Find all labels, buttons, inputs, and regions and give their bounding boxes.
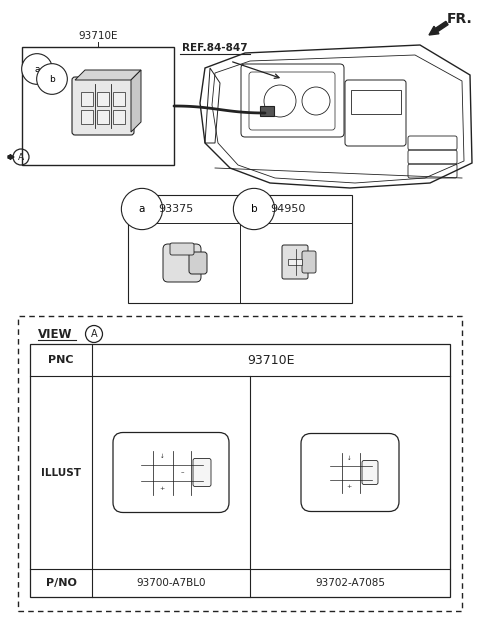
Bar <box>97 92 109 106</box>
Polygon shape <box>75 70 141 80</box>
Text: a: a <box>34 65 40 74</box>
Text: +: + <box>159 486 165 491</box>
Bar <box>18 316 462 611</box>
FancyBboxPatch shape <box>72 77 134 135</box>
Bar <box>97 110 109 124</box>
Text: FR.: FR. <box>446 12 472 26</box>
Text: A: A <box>18 153 24 161</box>
Text: PNC: PNC <box>48 355 74 365</box>
FancyBboxPatch shape <box>282 245 308 279</box>
Bar <box>30 344 450 597</box>
Text: +: + <box>347 484 352 489</box>
Text: ILLUST: ILLUST <box>41 467 81 477</box>
Polygon shape <box>131 70 141 132</box>
Bar <box>113 92 125 106</box>
Bar <box>128 195 352 303</box>
Bar <box>81 92 93 106</box>
Text: ↓: ↓ <box>160 454 164 459</box>
FancyBboxPatch shape <box>362 460 378 485</box>
Bar <box>260 106 274 116</box>
Text: VIEW: VIEW <box>38 328 72 341</box>
FancyBboxPatch shape <box>189 252 207 274</box>
FancyBboxPatch shape <box>302 251 316 273</box>
Text: REF.84-847: REF.84-847 <box>182 43 248 53</box>
FancyBboxPatch shape <box>163 244 201 282</box>
FancyArrow shape <box>429 21 448 35</box>
Text: A: A <box>91 329 97 339</box>
Text: a: a <box>139 204 145 214</box>
Text: 93710E: 93710E <box>78 31 118 41</box>
Text: ↓: ↓ <box>347 456 351 461</box>
Text: 93710E: 93710E <box>247 353 295 366</box>
Text: 93700-A7BL0: 93700-A7BL0 <box>136 578 206 588</box>
Text: 94950: 94950 <box>270 204 305 214</box>
Text: –: – <box>180 470 184 475</box>
FancyBboxPatch shape <box>113 432 229 513</box>
FancyArrow shape <box>8 155 14 159</box>
Bar <box>22 47 174 165</box>
FancyBboxPatch shape <box>301 434 399 511</box>
Text: b: b <box>251 204 257 214</box>
FancyBboxPatch shape <box>170 243 194 255</box>
FancyBboxPatch shape <box>193 459 211 487</box>
Text: 93375: 93375 <box>158 204 193 214</box>
Bar <box>113 110 125 124</box>
Bar <box>288 259 302 265</box>
Text: 93702-A7085: 93702-A7085 <box>315 578 385 588</box>
Text: P/NO: P/NO <box>46 578 76 588</box>
Bar <box>81 110 93 124</box>
Text: b: b <box>49 75 55 83</box>
